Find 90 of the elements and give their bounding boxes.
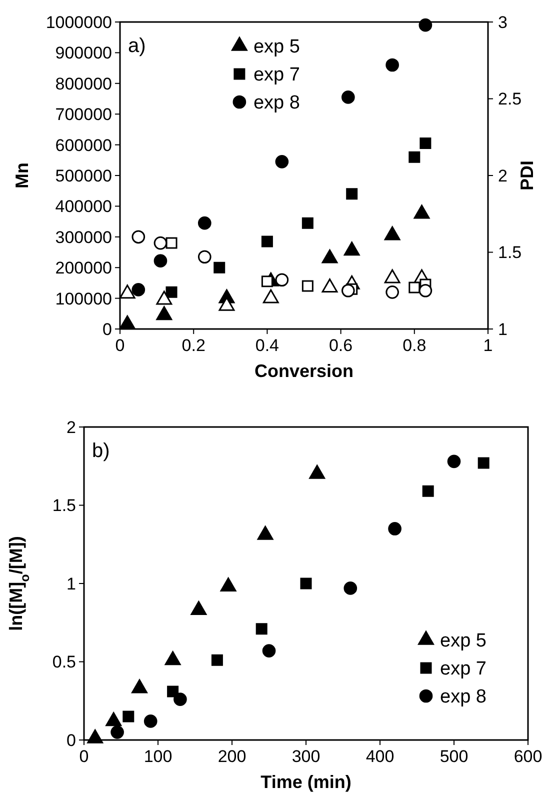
y2-tick-label: 2	[498, 166, 508, 186]
point	[144, 714, 158, 728]
point	[302, 217, 314, 229]
y-tick-label: 700000	[55, 105, 112, 124]
x-tick-label: 1	[483, 336, 493, 355]
x-tick-label: 0.4	[255, 336, 280, 355]
point	[275, 273, 289, 287]
point	[198, 250, 212, 264]
x-tick-label: 0	[115, 336, 125, 355]
y-tick-label: 400000	[55, 197, 112, 216]
point	[386, 58, 399, 72]
y-tick-label: 2	[66, 418, 76, 437]
x-tick-label: 500	[440, 747, 468, 766]
point	[214, 262, 226, 274]
point	[167, 686, 179, 698]
legend-label: exp 7	[440, 658, 486, 680]
y-tick-label: 0	[102, 320, 112, 339]
point	[119, 315, 136, 330]
point	[132, 283, 146, 296]
x-tick-label: 0.8	[402, 336, 426, 355]
annotation: b)	[92, 440, 110, 462]
y-tick-label: 1	[66, 574, 76, 594]
y2-tick-label: 2.5	[498, 90, 522, 109]
y-tick-label: 0.5	[52, 652, 76, 672]
point	[414, 204, 430, 219]
legend-label: exp 7	[253, 64, 300, 86]
y-tick-label: 800000	[55, 74, 112, 94]
point	[156, 306, 172, 320]
point	[418, 18, 432, 32]
y2-tick-label: 1	[498, 320, 508, 339]
y-axis-title: Mn	[12, 162, 32, 188]
point	[122, 710, 134, 722]
x-tick-label: 0.6	[328, 336, 353, 355]
annotation: a)	[128, 35, 146, 57]
point	[256, 623, 268, 635]
y2-axis-title: PDI	[517, 160, 537, 191]
y-tick-label: 200000	[55, 258, 112, 278]
x-axis-title: Time (min)	[260, 772, 352, 792]
point	[261, 236, 273, 248]
x-tick-label: 400	[366, 747, 394, 766]
y-tick-label: 0	[66, 730, 76, 750]
point	[478, 457, 490, 469]
point	[261, 276, 273, 288]
point	[154, 236, 168, 250]
y-tick-label: 900000	[55, 44, 112, 63]
point	[174, 692, 187, 706]
y-tick-label: 1.5	[52, 496, 76, 516]
point	[211, 654, 223, 666]
point	[322, 249, 338, 264]
legend-label: exp 5	[253, 36, 300, 58]
y2-tick-label: 1.5	[498, 243, 522, 262]
point	[418, 284, 432, 298]
point	[341, 284, 355, 298]
x-tick-label: 200	[218, 747, 246, 766]
point	[132, 230, 146, 244]
x-tick-label: 100	[144, 747, 172, 766]
point	[408, 282, 420, 294]
point	[386, 286, 399, 299]
point	[447, 454, 461, 468]
x-tick-label: 600	[514, 747, 542, 766]
x-axis-title: Conversion	[254, 361, 354, 381]
x-tick-label: 300	[292, 747, 320, 766]
point	[262, 644, 276, 658]
point	[166, 237, 178, 249]
point	[388, 522, 402, 536]
y-tick-label: 100000	[55, 289, 112, 308]
y-tick-label: 600000	[55, 136, 112, 155]
point	[154, 254, 168, 268]
point	[198, 216, 212, 230]
legend-label: exp 8	[253, 92, 300, 114]
point	[346, 188, 358, 200]
point	[384, 226, 400, 240]
point	[344, 582, 358, 595]
y-tick-label: 300000	[55, 228, 112, 247]
point	[300, 578, 312, 590]
y2-tick-label: 3	[498, 12, 508, 32]
point	[341, 90, 355, 104]
point	[110, 726, 124, 739]
y-tick-label: 1000000	[46, 12, 112, 32]
y-tick-label: 500000	[55, 166, 112, 186]
point	[166, 286, 178, 298]
legend-label: exp 5	[440, 630, 486, 652]
point	[302, 280, 314, 292]
point	[344, 242, 360, 256]
x-tick-label: 0.2	[182, 336, 206, 355]
point	[408, 151, 420, 163]
point	[422, 485, 434, 497]
legend-label: exp 8	[440, 686, 486, 708]
point	[420, 138, 432, 150]
point	[275, 155, 289, 168]
